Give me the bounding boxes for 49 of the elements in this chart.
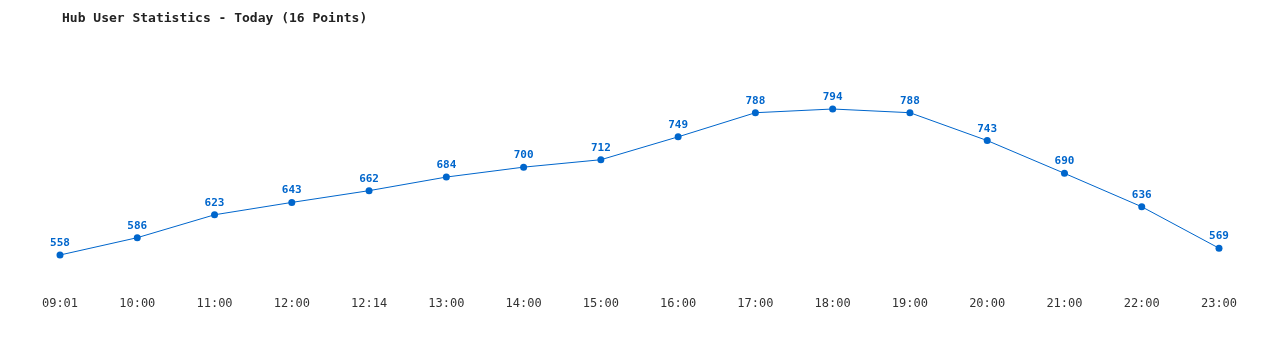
x-tick-label: 20:00 bbox=[969, 296, 1006, 310]
point bbox=[597, 156, 605, 164]
point bbox=[1138, 203, 1146, 211]
point bbox=[442, 173, 450, 181]
x-tick-label: 15:00 bbox=[582, 296, 619, 310]
data-label: 684 bbox=[436, 158, 457, 172]
data-label: 662 bbox=[359, 171, 379, 185]
point bbox=[829, 105, 837, 113]
data-label: 623 bbox=[204, 195, 225, 209]
x-tick-label: 17:00 bbox=[737, 296, 774, 310]
point bbox=[1060, 169, 1068, 177]
data-label: 712 bbox=[590, 140, 611, 154]
point bbox=[133, 234, 141, 242]
point bbox=[674, 133, 682, 141]
x-tick-label: 23:00 bbox=[1200, 296, 1238, 310]
x-tick-label: 19:00 bbox=[891, 296, 928, 310]
point bbox=[983, 137, 991, 145]
data-label: 788 bbox=[900, 93, 920, 107]
point bbox=[1215, 244, 1223, 252]
data-label: 700 bbox=[513, 148, 534, 162]
point bbox=[906, 109, 914, 117]
data-label: 643 bbox=[281, 183, 302, 197]
point bbox=[520, 163, 528, 171]
point bbox=[211, 211, 219, 219]
data-label: 569 bbox=[1209, 229, 1229, 243]
data-label: 690 bbox=[1054, 154, 1075, 168]
data-label: 788 bbox=[745, 93, 766, 107]
x-tick-label: 14:00 bbox=[505, 296, 542, 310]
x-tick-label: 12:14 bbox=[351, 296, 388, 310]
x-tick-label: 11:00 bbox=[196, 296, 233, 310]
data-label: 558 bbox=[50, 236, 70, 249]
data-label: 636 bbox=[1131, 187, 1153, 201]
data-label: 794 bbox=[822, 90, 843, 103]
x-tick-label: 12:00 bbox=[273, 296, 310, 310]
point bbox=[56, 251, 64, 259]
data-label: 749 bbox=[668, 117, 689, 131]
x-tick-label: 10:00 bbox=[119, 296, 156, 310]
x-tick-label: 21:00 bbox=[1046, 296, 1083, 310]
point bbox=[288, 198, 296, 206]
x-tick-label: 16:00 bbox=[660, 296, 697, 310]
x-tick-label: 18:00 bbox=[814, 296, 851, 310]
data-label: 743 bbox=[977, 121, 998, 135]
point bbox=[365, 187, 373, 195]
x-tick-label: 22:00 bbox=[1123, 296, 1160, 310]
point bbox=[751, 109, 759, 117]
data-label: 586 bbox=[127, 218, 148, 232]
x-tick-label: 13:00 bbox=[428, 296, 465, 310]
x-tick-label: 09:01 bbox=[41, 296, 79, 310]
chart-title: Hub User Statistics - Today (16 Points) bbox=[62, 10, 368, 25]
